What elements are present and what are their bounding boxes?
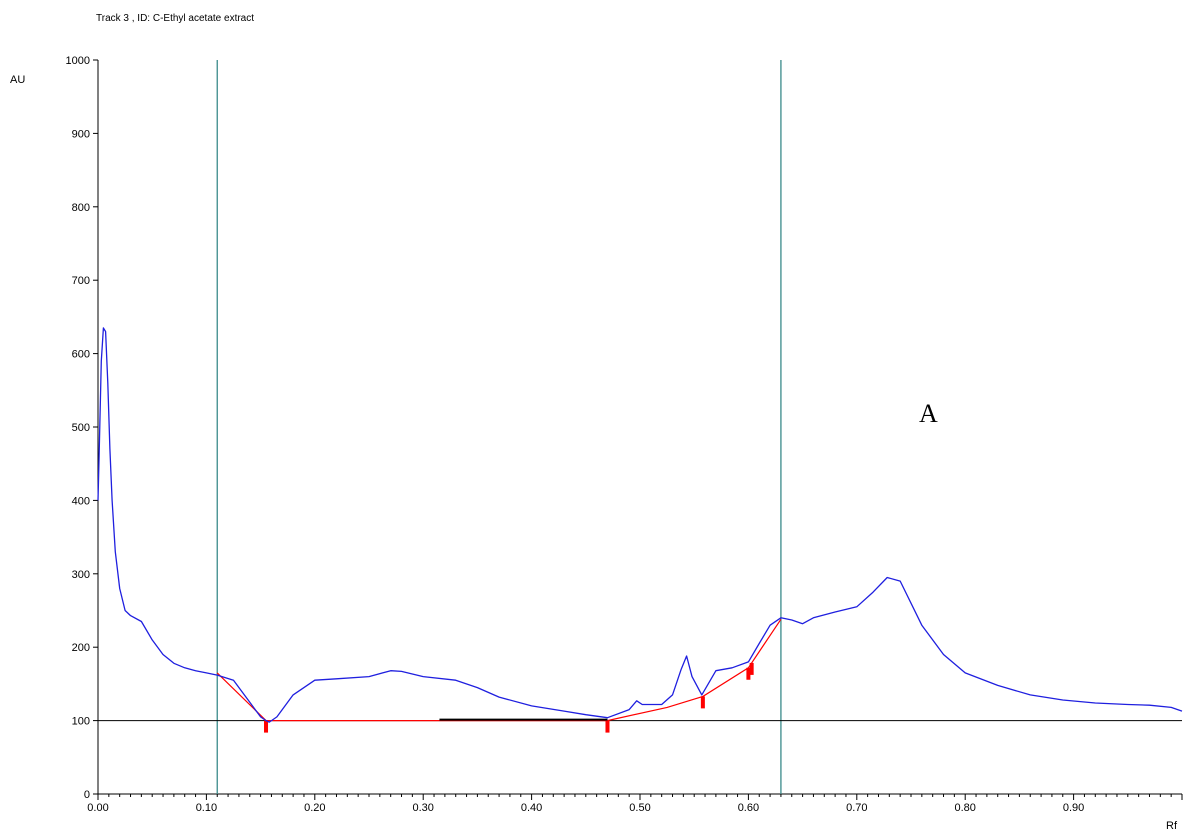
x-tick-label: 0.10: [196, 802, 217, 814]
peak-marker: [605, 720, 610, 733]
x-tick-label: 0.60: [738, 802, 759, 814]
panel-label: A: [919, 399, 938, 428]
chart-title: Track 3 , ID: C-Ethyl acetate extract: [96, 13, 254, 24]
x-tick-label: 0.20: [304, 802, 325, 814]
y-tick-label: 900: [72, 128, 90, 140]
y-tick-label: 500: [72, 422, 90, 434]
densitogram-curve: [97, 327, 1183, 723]
y-tick-label: 700: [72, 275, 90, 287]
x-tick-label: 0.50: [629, 802, 650, 814]
peak-marker: [746, 667, 751, 680]
x-tick-label: 0.80: [954, 802, 975, 814]
peak-marker: [700, 696, 705, 709]
x-tick-label: 0.70: [846, 802, 867, 814]
y-tick-label: 800: [72, 202, 90, 214]
y-tick-label: 200: [72, 642, 90, 654]
peak-marker: [749, 662, 754, 675]
integration-baseline: [216, 618, 782, 722]
y-tick-label: 1000: [66, 55, 90, 67]
y-tick-label: 600: [72, 349, 90, 361]
x-tick-label: 0.40: [521, 802, 542, 814]
x-tick-label: 0.00: [87, 802, 108, 814]
peak-marker: [264, 720, 269, 733]
y-tick-label: 400: [72, 495, 90, 507]
y-tick-label: 100: [72, 716, 90, 728]
plot-area: 0 100 200 300 400 500 600 700 800 900 1000 0.00 0.10…: [66, 55, 1183, 814]
y-tick-label: 300: [72, 569, 90, 581]
y-axis-label: AU: [10, 74, 25, 86]
x-tick-label: 0.90: [1063, 802, 1084, 814]
x-tick-label: 0.30: [412, 802, 433, 814]
y-tick-label: 0: [84, 789, 90, 801]
x-axis-label: Rf: [1166, 820, 1178, 832]
